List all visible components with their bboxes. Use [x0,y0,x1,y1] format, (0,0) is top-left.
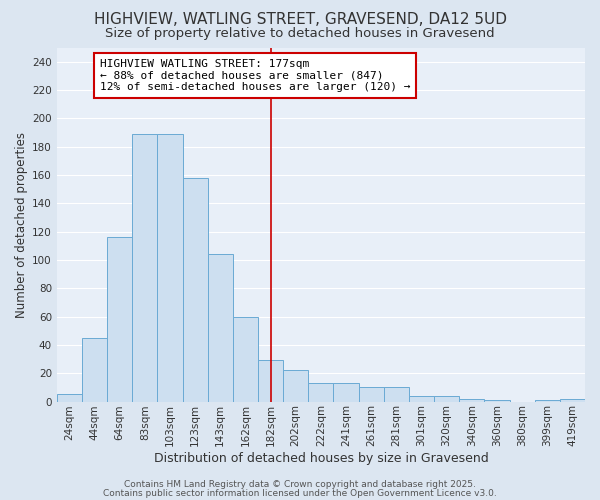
Bar [459,398,484,402]
Bar [57,394,82,402]
Bar [107,238,132,402]
Text: Contains public sector information licensed under the Open Government Licence v3: Contains public sector information licen… [103,488,497,498]
Bar [283,370,308,402]
Bar [409,396,434,402]
Bar [132,134,157,402]
Text: HIGHVIEW WATLING STREET: 177sqm
← 88% of detached houses are smaller (847)
12% o: HIGHVIEW WATLING STREET: 177sqm ← 88% of… [100,59,410,92]
Bar [560,398,585,402]
Text: HIGHVIEW, WATLING STREET, GRAVESEND, DA12 5UD: HIGHVIEW, WATLING STREET, GRAVESEND, DA1… [94,12,506,28]
Text: Contains HM Land Registry data © Crown copyright and database right 2025.: Contains HM Land Registry data © Crown c… [124,480,476,489]
Text: Size of property relative to detached houses in Gravesend: Size of property relative to detached ho… [105,28,495,40]
Y-axis label: Number of detached properties: Number of detached properties [15,132,28,318]
Bar [208,254,233,402]
Bar [359,388,384,402]
Bar [157,134,182,402]
Bar [384,388,409,402]
Bar [334,383,359,402]
Bar [233,316,258,402]
X-axis label: Distribution of detached houses by size in Gravesend: Distribution of detached houses by size … [154,452,488,465]
Bar [182,178,208,402]
Bar [484,400,509,402]
Bar [82,338,107,402]
Bar [258,360,283,402]
Bar [535,400,560,402]
Bar [434,396,459,402]
Bar [308,383,334,402]
